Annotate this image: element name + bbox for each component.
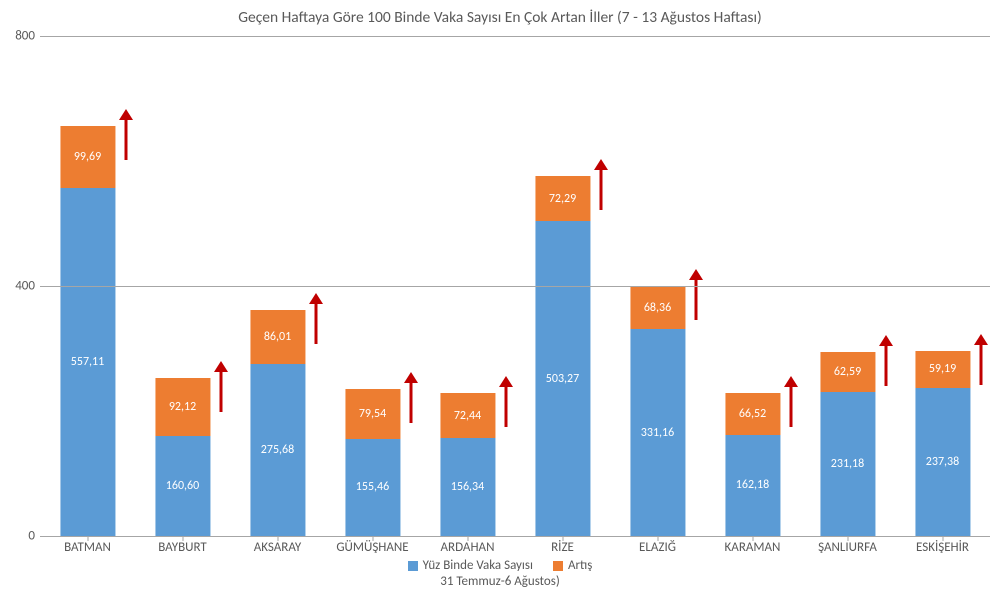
bar-increase-segment: 72,29 — [535, 176, 590, 221]
bar-increase-segment: 79,54 — [345, 389, 400, 439]
bar-increase-value: 66,52 — [739, 407, 766, 421]
y-tick-label: 800 — [5, 29, 35, 44]
x-axis-label: RİZE — [515, 540, 610, 555]
legend-swatch — [408, 561, 418, 571]
bar-increase-segment: 68,36 — [630, 286, 685, 329]
x-axis-label: AKSARAY — [230, 540, 325, 555]
bar-base-value: 155,46 — [356, 480, 389, 494]
gridline — [40, 536, 990, 537]
legend-item: Artış — [553, 558, 592, 573]
bar-stack: 231,18 62,59 — [820, 352, 875, 536]
gridline — [40, 36, 990, 37]
bar-stack: 160,60 92,12 — [155, 378, 210, 536]
bar-base-segment: 557,11 — [60, 188, 115, 536]
bar-increase-value: 72,29 — [549, 192, 576, 206]
y-tick-label: 0 — [5, 529, 35, 544]
legend-label: Artış — [568, 558, 592, 573]
bar-stack: 557,11 99,69 — [60, 126, 115, 536]
bar-base-value: 160,60 — [166, 479, 199, 493]
legend-label: Yüz Binde Vaka Sayısı — [423, 558, 533, 573]
bar-increase-value: 79,54 — [359, 407, 386, 421]
x-axis-label: BAYBURT — [135, 540, 230, 555]
bar-stack: 503,27 72,29 — [535, 176, 590, 536]
bar-base-value: 156,34 — [451, 480, 484, 494]
bar-base-segment: 231,18 — [820, 392, 875, 536]
bar-base-segment: 503,27 — [535, 221, 590, 536]
bar-base-value: 237,38 — [926, 455, 959, 469]
increase-arrow-icon — [499, 386, 513, 427]
increase-arrow-icon — [594, 169, 608, 210]
bar-base-value: 162,18 — [736, 478, 769, 492]
increase-arrow-icon — [119, 119, 133, 160]
increase-arrow-icon — [879, 345, 893, 386]
increase-arrow-icon — [784, 386, 798, 427]
bar-base-segment: 155,46 — [345, 439, 400, 536]
bar-stack: 275,68 86,01 — [250, 310, 305, 536]
x-axis-label: ELAZIĞ — [610, 540, 705, 555]
increase-arrow-icon — [309, 303, 323, 344]
legend-item: Yüz Binde Vaka Sayısı — [408, 558, 533, 573]
chart-title: Geçen Haftaya Göre 100 Binde Vaka Sayısı… — [0, 8, 1000, 27]
bar-increase-segment: 92,12 — [155, 378, 210, 436]
bar-stack: 237,38 59,19 — [915, 351, 970, 536]
bar-base-segment: 331,16 — [630, 329, 685, 536]
x-axis-label: BATMAN — [40, 540, 135, 555]
bar-base-value: 231,18 — [831, 457, 864, 471]
bar-stack: 331,16 68,36 — [630, 286, 685, 536]
bar-base-value: 557,11 — [71, 355, 104, 369]
bar-stack: 162,18 66,52 — [725, 393, 780, 536]
bar-base-value: 503,27 — [546, 372, 579, 386]
bar-increase-value: 62,59 — [834, 365, 861, 379]
bar-increase-value: 59,19 — [929, 362, 956, 376]
bar-increase-value: 72,44 — [454, 409, 481, 423]
y-tick-label: 400 — [5, 279, 35, 294]
bar-base-segment: 162,18 — [725, 435, 780, 536]
bar-stack: 155,46 79,54 — [345, 389, 400, 536]
bar-base-segment: 237,38 — [915, 388, 970, 536]
legend: Yüz Binde Vaka Sayısı Artış — [0, 558, 1000, 575]
legend-swatch — [553, 561, 563, 571]
bar-base-segment: 160,60 — [155, 436, 210, 536]
bar-base-segment: 156,34 — [440, 438, 495, 536]
bar-increase-segment: 99,69 — [60, 126, 115, 188]
bar-increase-value: 92,12 — [169, 400, 196, 414]
bar-stack: 156,34 72,44 — [440, 393, 495, 536]
bar-increase-value: 99,69 — [74, 150, 101, 164]
bar-base-segment: 275,68 — [250, 364, 305, 536]
x-axis-label: GÜMÜŞHANE — [325, 540, 420, 555]
bar-increase-value: 86,01 — [264, 330, 291, 344]
x-axis-labels: BATMANBAYBURTAKSARAYGÜMÜŞHANEARDAHANRİZE… — [40, 540, 990, 555]
chart-container: Geçen Haftaya Göre 100 Binde Vaka Sayısı… — [0, 0, 1000, 592]
gridline — [40, 286, 990, 287]
bar-base-value: 331,16 — [641, 426, 674, 440]
bar-increase-segment: 62,59 — [820, 352, 875, 391]
increase-arrow-icon — [974, 344, 988, 385]
x-axis-label: KARAMAN — [705, 540, 800, 555]
bar-increase-value: 68,36 — [644, 301, 671, 315]
bar-increase-segment: 86,01 — [250, 310, 305, 364]
bar-base-value: 275,68 — [261, 443, 294, 457]
plot-area: 557,11 99,69 160,60 92,12 275,68 86,01 155,46 7… — [40, 36, 990, 536]
increase-arrow-icon — [214, 371, 228, 412]
x-axis-label: ESKİŞEHİR — [895, 540, 990, 555]
x-axis-label: ŞANLIURFA — [800, 540, 895, 555]
increase-arrow-icon — [404, 382, 418, 423]
x-axis-label: ARDAHAN — [420, 540, 515, 555]
bar-increase-segment: 66,52 — [725, 393, 780, 435]
legend-subtext: 31 Temmuz-6 Ağustos) — [0, 574, 1000, 589]
bar-increase-segment: 59,19 — [915, 351, 970, 388]
bar-increase-segment: 72,44 — [440, 393, 495, 438]
